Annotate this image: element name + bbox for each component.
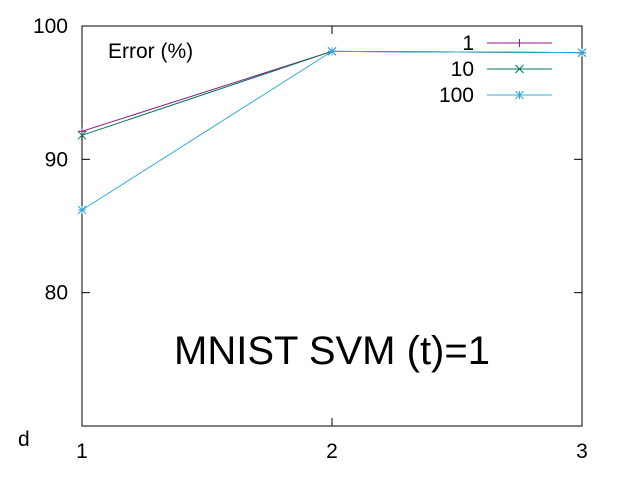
legend-label: 10 xyxy=(451,58,474,81)
data-point xyxy=(78,127,86,136)
legend-entry: 100 xyxy=(439,84,552,107)
data-point xyxy=(77,205,87,215)
series-line xyxy=(81,50,583,211)
x-axis-title: d xyxy=(18,428,30,451)
legend-marker xyxy=(515,39,524,47)
y-tick-label: 90 xyxy=(45,148,68,171)
legend-label: 1 xyxy=(462,32,474,55)
y-tick-label: 100 xyxy=(33,15,68,38)
series-line xyxy=(81,50,583,132)
x-tick-label: 2 xyxy=(326,440,338,463)
chart-annotation: MNIST SVM (t)=1 xyxy=(174,329,490,373)
legend-label: 100 xyxy=(439,84,474,107)
series-100 xyxy=(77,46,587,215)
y-tick-label: 80 xyxy=(45,282,68,305)
x-tick-label: 3 xyxy=(576,440,588,463)
legend-entry: 1 xyxy=(462,32,552,55)
x-tick-label: 1 xyxy=(76,440,88,463)
data-point xyxy=(77,130,87,140)
legend-entry: 10 xyxy=(451,58,552,81)
legend-marker xyxy=(515,90,524,100)
data-point xyxy=(327,46,337,56)
axis-ticks: 1 2 3 80 90 100 xyxy=(33,15,588,463)
legend: 1 10 100 xyxy=(439,32,552,107)
legend-marker xyxy=(515,64,524,74)
data-point xyxy=(577,48,587,58)
y-axis-title: Error (%) xyxy=(108,40,193,63)
series-layer xyxy=(77,46,587,215)
series-line xyxy=(81,50,583,136)
